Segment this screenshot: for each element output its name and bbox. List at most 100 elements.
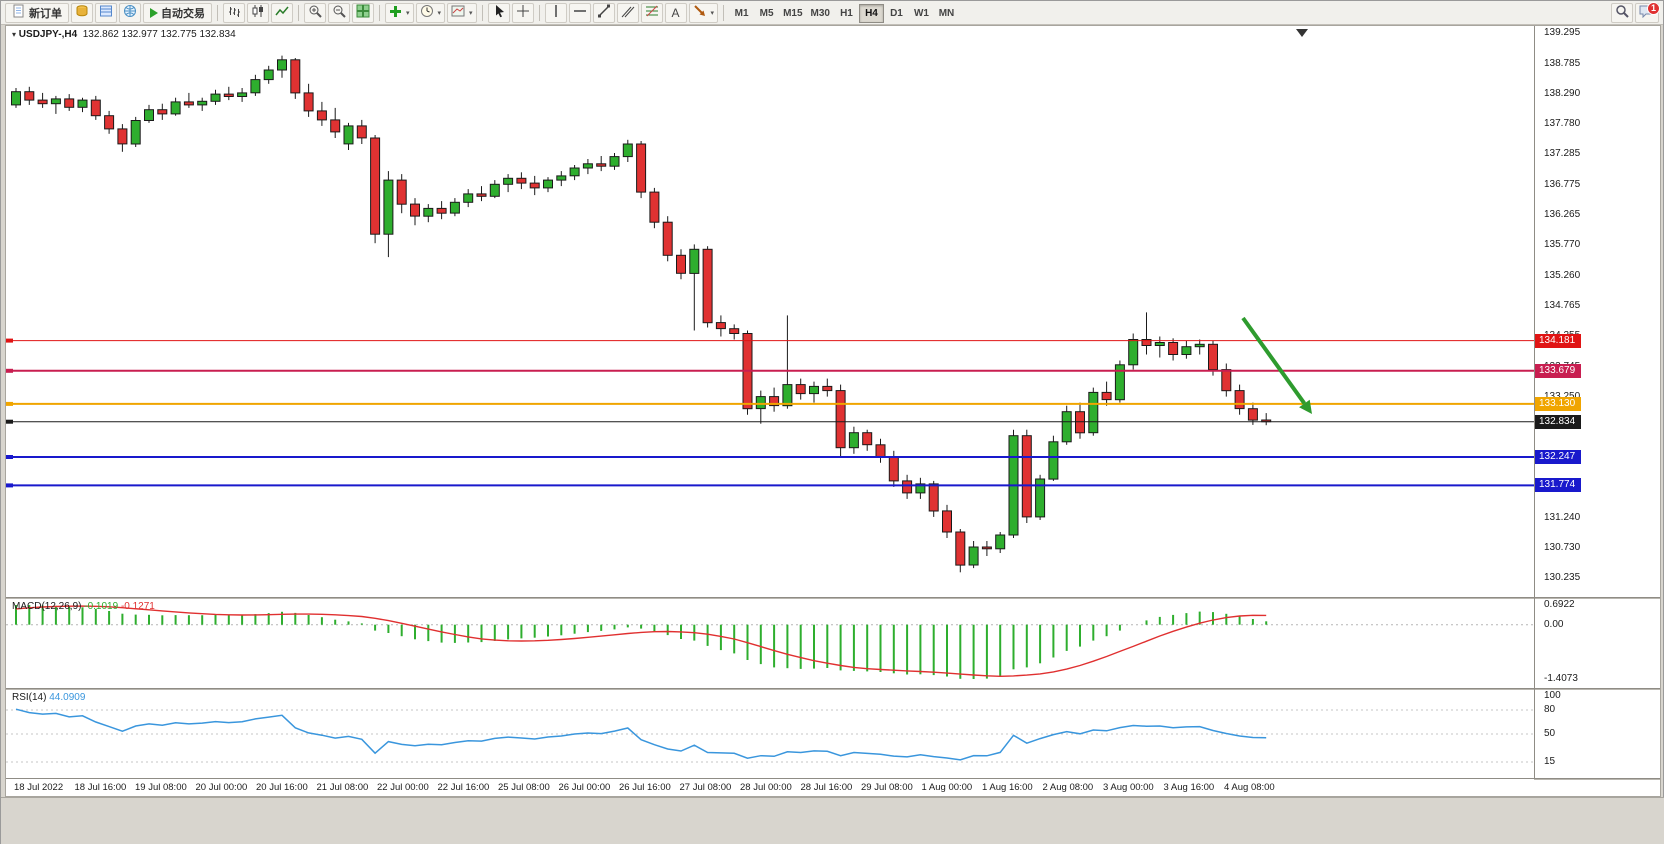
chart-profiles-button[interactable]: [71, 2, 93, 23]
timeframe-button-m5[interactable]: M5: [759, 7, 774, 19]
window-bottom-strip: [1, 797, 1664, 844]
auto-trading-label: 自动交易: [161, 7, 205, 20]
search-button[interactable]: [1611, 2, 1633, 23]
chevron-down-icon: ▾: [437, 9, 442, 17]
arrow-annotation-head[interactable]: [1299, 399, 1312, 414]
price-tick: 136.265: [1544, 209, 1581, 221]
panel-divider[interactable]: [6, 597, 1660, 599]
price-tick: 134.765: [1544, 299, 1581, 311]
time-tick: 25 Jul 08:00: [498, 782, 550, 793]
text-tool-button[interactable]: A: [664, 2, 687, 23]
cursor-tool-button[interactable]: [487, 2, 510, 23]
candle-body: [90, 99, 101, 117]
timeframe-button-w1[interactable]: W1: [913, 7, 929, 19]
candle-body: [1234, 390, 1245, 410]
toolbar-separator: [538, 4, 540, 21]
candle-body: [529, 182, 540, 189]
timeframe-button-d1[interactable]: D1: [890, 7, 903, 19]
auto-trading-button[interactable]: 自动交易: [143, 2, 212, 23]
price-badge-131.774: 131.774: [1535, 478, 1581, 493]
candle-body: [1088, 391, 1099, 434]
macd-tick: 0.6922: [1544, 599, 1575, 610]
line-chart-button[interactable]: [271, 2, 293, 23]
chevron-down-icon: ▾: [406, 9, 410, 17]
channel-tool-button[interactable]: [616, 2, 639, 23]
time-axis[interactable]: 18 Jul 2022 18 Jul 16:00 19 Jul 08:00 20 Ju…: [6, 779, 1534, 796]
price-axis[interactable]: 139.295 138.785 138.290 137.780 137.285 136.7…: [1535, 26, 1660, 597]
market-watch-icon: [99, 4, 113, 21]
notification-count-badge: 1: [1647, 1, 1660, 15]
templates-button[interactable]: ▾: [447, 2, 477, 23]
timeframe-button-h1[interactable]: H1: [840, 7, 853, 19]
rsi-tick: 15: [1544, 756, 1556, 767]
candle-body: [343, 125, 354, 145]
macd-indicator-chart[interactable]: [6, 599, 1534, 688]
periods-button[interactable]: ▾: [415, 2, 446, 23]
candle-body: [662, 221, 673, 256]
macd-label: MACD(12,26,9) -0.1019 -0.1271: [12, 601, 155, 612]
candle-body: [370, 137, 381, 235]
candlestick-chart-button[interactable]: [247, 2, 269, 23]
toolbar-separator: [217, 4, 218, 21]
candle-body: [1114, 364, 1125, 401]
candle-body: [1048, 441, 1059, 480]
candle-body: [423, 207, 434, 217]
time-tick: 18 Jul 2022: [14, 782, 64, 793]
zoom-in-button[interactable]: [304, 2, 326, 23]
candle-body: [955, 531, 966, 566]
timeframe-button-m1[interactable]: M1: [734, 7, 749, 19]
candle-body: [795, 384, 806, 395]
candle-body: [263, 69, 274, 81]
rsi-axis: 100 80 50 15: [1535, 690, 1660, 778]
candle-body: [197, 100, 208, 106]
price-badge-132.247: 132.247: [1535, 450, 1581, 464]
timeframe-button-h4[interactable]: H4: [858, 3, 884, 23]
rsi-line: [15, 708, 1267, 761]
horizontal-line-tool-button[interactable]: [568, 2, 591, 23]
arrow-annotation-shaft[interactable]: [1241, 316, 1307, 405]
trendline-tool-button[interactable]: [592, 2, 615, 23]
candle-body: [755, 396, 766, 410]
time-tick: 21 Jul 08:00: [316, 782, 369, 793]
indicators-button[interactable]: ▾: [385, 2, 414, 23]
timeframe-button-m15[interactable]: M15: [783, 7, 803, 19]
candlestick-icon: [251, 4, 265, 21]
candle-body: [250, 79, 261, 94]
notifications-button[interactable]: 1: [1635, 1, 1660, 23]
collapse-triangle-icon[interactable]: ▾: [12, 30, 17, 39]
timeframe-toolbar: M1 M5 M15 M30 H1 H4 D1 W1 MN: [729, 3, 959, 23]
market-watch-button[interactable]: [95, 2, 117, 23]
vertical-line-tool-button[interactable]: [544, 2, 567, 23]
timeframe-button-mn[interactable]: MN: [938, 7, 955, 19]
candle-body: [1075, 411, 1085, 434]
candle-body: [888, 456, 899, 482]
tile-windows-button[interactable]: [352, 2, 374, 23]
new-order-icon: [12, 4, 26, 21]
auto-trading-play-icon: [150, 7, 158, 18]
panel-divider[interactable]: [6, 688, 1660, 690]
bar-chart-button[interactable]: [223, 2, 245, 23]
fibonacci-tool-button[interactable]: [640, 2, 663, 23]
main-toolbar: 新订单 自动交易: [1, 1, 1663, 25]
arrows-tool-button[interactable]: ▾: [688, 2, 719, 23]
candle-body: [689, 248, 700, 274]
template-icon: [451, 4, 465, 21]
rsi-indicator-chart[interactable]: [6, 690, 1534, 778]
cursor-icon: [493, 4, 505, 21]
crosshair-tool-button[interactable]: [511, 2, 534, 23]
zoom-out-button[interactable]: [328, 2, 350, 23]
data-window-button[interactable]: [119, 2, 141, 23]
timeframe-button-m30[interactable]: M30: [810, 7, 830, 19]
chart-shift-marker[interactable]: [1296, 29, 1308, 37]
bar-chart-icon: [227, 4, 241, 21]
main-price-chart[interactable]: [6, 26, 1534, 597]
candle-body: [117, 128, 128, 145]
candle-body: [410, 203, 420, 217]
new-order-button[interactable]: 新订单: [5, 2, 69, 23]
macd-main-value: -0.1019: [84, 601, 119, 612]
time-tick: 28 Jul 00:00: [740, 782, 792, 793]
candle-body: [1035, 478, 1046, 518]
candle-body: [1181, 346, 1192, 356]
candle-body: [822, 385, 833, 392]
